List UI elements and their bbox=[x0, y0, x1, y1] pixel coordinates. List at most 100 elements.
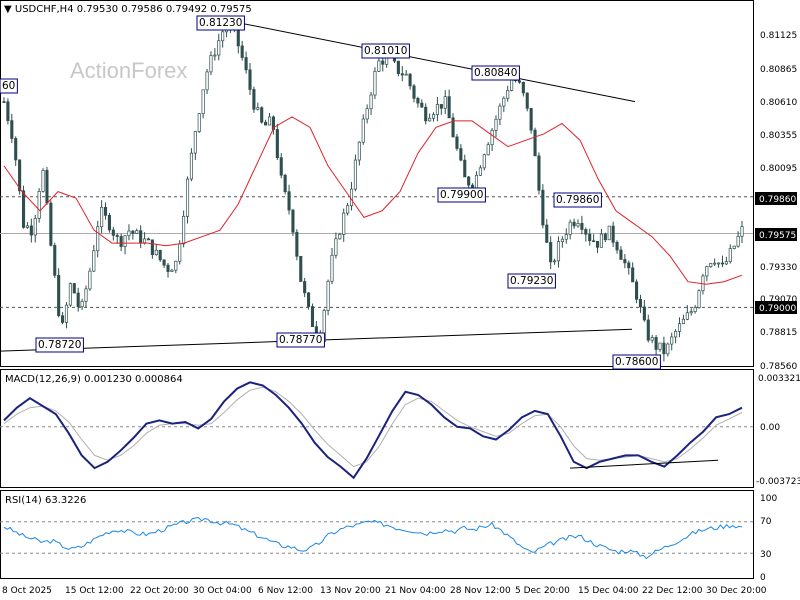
candle-body bbox=[709, 263, 713, 267]
candle-body bbox=[517, 80, 521, 83]
time-tick: 22 Oct 20:00 bbox=[130, 586, 189, 596]
candle-body bbox=[537, 155, 541, 191]
watermark: ActionForex bbox=[70, 58, 187, 83]
candle-body bbox=[502, 97, 506, 107]
candle-body bbox=[185, 178, 190, 217]
candle-body bbox=[545, 224, 549, 243]
candle-body bbox=[439, 104, 443, 109]
candle-body bbox=[662, 342, 666, 355]
candle-body bbox=[162, 259, 166, 266]
rsi-tick: 30 bbox=[760, 550, 772, 560]
candle-body bbox=[127, 230, 131, 237]
candle-body bbox=[568, 221, 572, 235]
candle-body bbox=[111, 229, 115, 236]
candle-body bbox=[564, 234, 568, 240]
price-tick: 0.80610 bbox=[760, 98, 797, 108]
candle-body bbox=[18, 159, 22, 192]
annotation-box bbox=[612, 354, 661, 370]
candle-body bbox=[443, 96, 447, 109]
candle-body bbox=[732, 245, 736, 249]
time-axis: 8 Oct 2025 15 Oct 12:00 22 Oct 20:00 30 … bbox=[2, 586, 767, 596]
annotation-80840: 0.80840 bbox=[474, 67, 517, 79]
candle-body bbox=[248, 69, 252, 90]
candle-body bbox=[560, 238, 564, 243]
time-tick: 28 Nov 12:00 bbox=[450, 586, 511, 596]
current-price-bg bbox=[755, 228, 797, 241]
candle-body bbox=[396, 60, 400, 75]
candle-body bbox=[21, 190, 26, 228]
macd-line bbox=[3, 381, 743, 480]
candle-body bbox=[330, 254, 334, 282]
candle-body bbox=[33, 218, 37, 236]
time-tick: 15 Oct 12:00 bbox=[65, 586, 124, 596]
candle-body bbox=[279, 157, 283, 176]
candle-body bbox=[451, 117, 455, 138]
candle-body bbox=[275, 129, 279, 159]
candle-body bbox=[631, 267, 635, 283]
candle-body bbox=[576, 223, 580, 227]
candle-body bbox=[53, 244, 57, 276]
candle-body bbox=[431, 114, 436, 119]
candle-body bbox=[615, 241, 619, 251]
price-annotations: 0.81230 0.81010 0.80840 0.79900 0.79860 … bbox=[0, 15, 661, 370]
current-price-tag: 0.79575 bbox=[759, 231, 796, 241]
candle-body bbox=[365, 108, 369, 120]
annotation-box bbox=[361, 43, 410, 59]
candle-body bbox=[459, 148, 463, 161]
candle-body bbox=[334, 238, 338, 256]
candle-body bbox=[724, 261, 728, 265]
candle-body bbox=[416, 97, 420, 104]
candle-body bbox=[717, 262, 721, 265]
annotation-79230: 0.79230 bbox=[510, 275, 553, 287]
candle-body bbox=[299, 255, 303, 282]
time-tick: 5 Dec 20:00 bbox=[515, 586, 570, 596]
candle-body bbox=[498, 105, 502, 120]
candle-body bbox=[627, 262, 631, 269]
macd-trendline bbox=[569, 459, 719, 469]
candle-body bbox=[541, 189, 545, 226]
candle-body bbox=[166, 264, 170, 272]
candle-body bbox=[447, 96, 451, 119]
candle-body bbox=[37, 191, 41, 219]
candle-body bbox=[424, 106, 428, 122]
candle-body bbox=[646, 319, 650, 341]
candle-body bbox=[267, 116, 272, 126]
candle-body bbox=[244, 57, 248, 71]
candle-body bbox=[178, 243, 182, 262]
candle-body bbox=[736, 235, 740, 247]
annotation-78720: 0.78720 bbox=[38, 339, 81, 351]
candle-body bbox=[549, 242, 553, 263]
candle-body bbox=[307, 292, 311, 307]
candle-body bbox=[135, 230, 139, 234]
price-axis: 0.81125 0.80865 0.80610 0.80355 0.80095 … bbox=[760, 31, 797, 372]
candle-body bbox=[45, 170, 49, 204]
candle-body bbox=[287, 191, 291, 211]
level-tag-79000: 0.79000 bbox=[759, 304, 796, 314]
candle-body bbox=[381, 60, 385, 65]
candle-body bbox=[697, 290, 701, 308]
candle-body bbox=[494, 118, 498, 131]
candle-body bbox=[553, 260, 557, 263]
annotation-81010: 0.81010 bbox=[364, 45, 407, 57]
macd-tick: 0.003321 bbox=[758, 374, 800, 384]
resistance-trendline bbox=[214, 17, 636, 103]
annotation-79900: 0.79900 bbox=[440, 189, 483, 201]
candle-body bbox=[638, 298, 643, 308]
candle-body bbox=[408, 73, 412, 87]
price-tick: 0.78815 bbox=[760, 328, 797, 338]
time-tick: 21 Nov 04:00 bbox=[385, 586, 446, 596]
price-tick: 0.79330 bbox=[760, 263, 797, 273]
candle-body bbox=[170, 269, 174, 272]
candle-body bbox=[463, 159, 467, 178]
candle-body bbox=[68, 283, 72, 306]
rsi-label: RSI(14) 63.3226 bbox=[5, 495, 86, 506]
annotation-78770: 0.78770 bbox=[279, 334, 322, 346]
candle-body bbox=[740, 226, 744, 237]
candle-body bbox=[10, 120, 14, 139]
candle-body bbox=[2, 101, 6, 103]
candle-body bbox=[154, 249, 158, 256]
candle-body bbox=[603, 233, 607, 241]
rsi-pane bbox=[0, 490, 754, 579]
annotation-81230: 0.81230 bbox=[199, 17, 242, 29]
candle-body bbox=[252, 89, 256, 110]
